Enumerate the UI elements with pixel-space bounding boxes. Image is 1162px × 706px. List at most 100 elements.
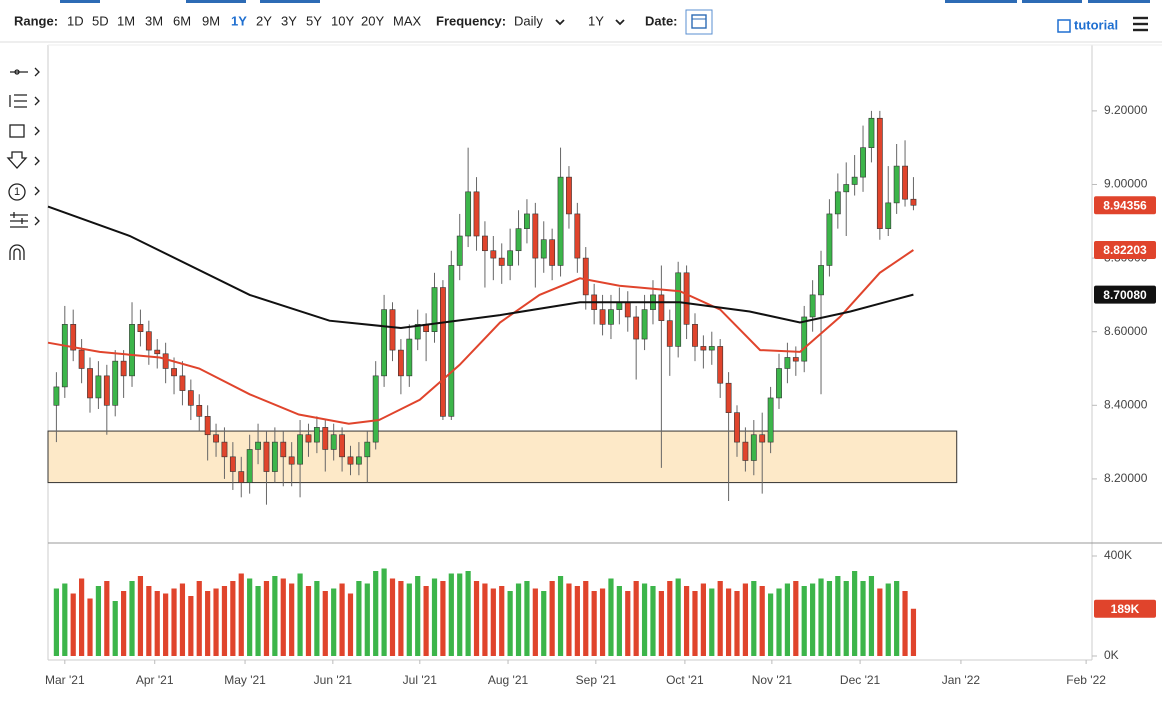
candle-body [431,287,438,332]
candle-body [683,272,690,325]
tutorial-link[interactable]: tutorial [1074,17,1118,32]
range-button[interactable]: 10Y [331,13,354,28]
range-button[interactable]: 5D [92,13,109,28]
volume-bar [515,583,522,656]
volume-bar [574,586,580,656]
candle-body [347,456,354,465]
volume-bar [331,588,337,656]
candle-body [834,191,841,215]
volume-bar [406,583,412,656]
x-tick-label: Apr '21 [136,673,174,687]
volume-bar [583,581,589,656]
period-select[interactable]: 1Y [588,13,604,28]
volume-bar [205,591,211,656]
candle-body [641,309,648,340]
volume-bar [129,581,135,656]
range-button-active[interactable]: 1Y [231,13,247,28]
volume-bar [818,578,824,656]
candle-body [389,309,396,351]
x-tick-label: Jun '21 [314,673,353,687]
candle-body [549,239,556,266]
y-tick-label: 8.40000 [1104,397,1148,411]
range-button[interactable]: 3Y [281,13,297,28]
x-tick-label: Sep '21 [576,673,617,687]
volume-bar [473,581,480,656]
volume-bar [751,581,757,656]
x-tick-label: Dec '21 [840,673,881,687]
candle-body [288,456,295,465]
range-button[interactable]: 5Y [306,13,322,28]
volume-bar [179,583,186,656]
chevron [555,19,565,26]
candle-body [440,287,446,417]
volume-bar [835,576,841,656]
calendar-button[interactable] [685,9,713,35]
volume-bar [894,581,900,656]
range-button[interactable]: 1M [117,13,135,28]
y-tick-label: 9.00000 [1104,177,1148,191]
volume-bar [633,581,639,656]
volume-bar [448,573,454,656]
volume-bar [53,588,60,656]
volume-bar [658,591,664,656]
range-button[interactable]: MAX [393,13,422,28]
candle-body [885,202,892,229]
volume-bar [121,591,127,656]
volume-bar [616,586,622,656]
x-tick-label: Oct '21 [666,673,704,687]
candle-body [860,147,866,178]
candle-body [868,117,875,148]
candle-body [364,441,371,458]
volume-bar [364,583,370,656]
candle-body [339,434,345,458]
x-tick-label: Jul '21 [403,673,438,687]
candle-body [482,235,488,252]
volume-bar [398,581,404,656]
value-tag-label: 8.82203 [1103,243,1147,257]
candle-body [171,368,177,377]
volume-bar [784,583,791,656]
menu-button[interactable] [1133,16,1148,32]
value-tag [1094,240,1156,259]
volume-bar [137,576,144,656]
volume-bar [902,591,908,656]
volume-bar [734,591,740,656]
candle-body [372,375,379,443]
volume-bar [154,591,160,656]
candle-body [608,309,614,325]
volume-bar [482,583,488,656]
candle-body [229,456,236,472]
volume-bar [868,576,875,656]
candle-body [154,349,161,355]
volume-bar [457,573,463,656]
volume-bar [641,583,648,656]
volume-bar [263,581,270,656]
volume-bar [742,583,749,656]
candle-body [658,294,665,321]
range-button[interactable]: 6M [173,13,191,28]
volume-bar [339,583,345,656]
candle-body [70,324,77,351]
frequency-select[interactable]: Daily [514,13,543,28]
volume-bar [650,586,656,656]
candle-body [95,375,102,399]
candle-body [322,427,329,450]
candle-body [717,346,724,384]
candle-body [792,357,799,362]
volume-bar [625,591,631,656]
range-button[interactable]: 3M [145,13,163,28]
range-button[interactable]: 9M [202,13,220,28]
volume-bar [230,581,236,656]
volume-bar [793,581,799,656]
drawing-tools[interactable] [6,67,40,260]
range-button[interactable]: 2Y [256,13,272,28]
range-button[interactable]: 20Y [361,13,384,28]
value-tag-label: 189K [1111,602,1140,616]
volume-bar [490,588,496,656]
range-button[interactable]: 1D [67,13,84,28]
plot-layer: 8.200008.400008.600008.800009.000009.200… [45,103,1156,687]
volume-tick-label: 0K [1104,648,1119,662]
candle-body [574,213,581,259]
volume-bar [557,576,564,656]
